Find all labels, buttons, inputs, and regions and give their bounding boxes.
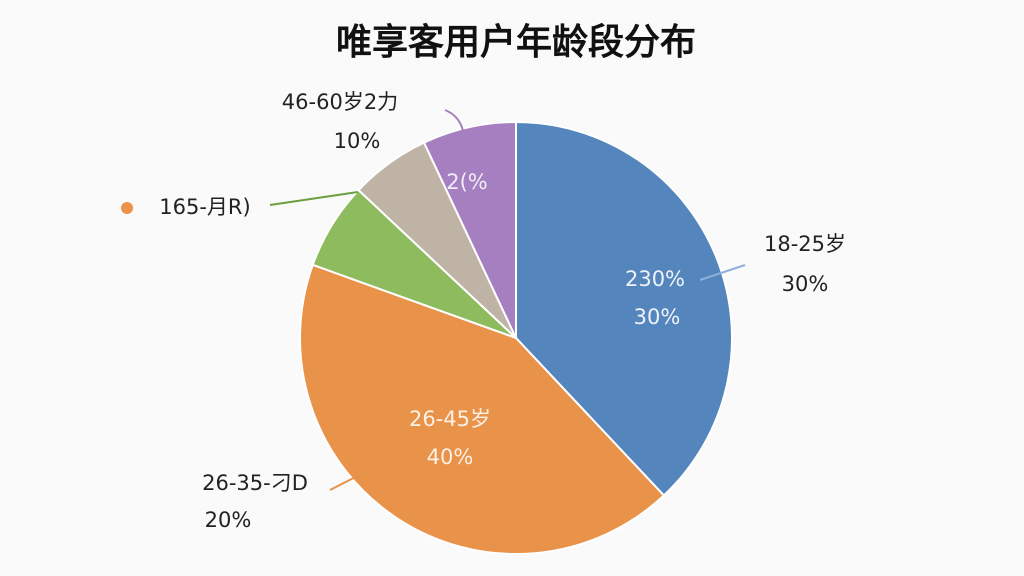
annotation: 18-25岁 <box>764 232 846 256</box>
annotation: 40% <box>427 445 474 469</box>
leader-line <box>699 264 746 281</box>
leader-line <box>329 461 386 491</box>
annotation: 165-月R) <box>159 195 250 219</box>
annotation: 20% <box>205 508 252 532</box>
annotation: 46-60岁2力 <box>282 90 398 114</box>
annotation: 30% <box>634 305 681 329</box>
chart-title: 唯享客用户年龄段分布 <box>336 22 696 63</box>
annotation: 2(% <box>446 170 488 194</box>
annotation: 30% <box>782 272 829 296</box>
annotation: 26-45岁 <box>409 407 491 431</box>
pie-slice <box>422 120 517 339</box>
pie-slice <box>299 263 666 555</box>
annotation: 26-35-刁D <box>202 471 308 495</box>
annotation: 230% <box>625 267 685 291</box>
legend-dot <box>121 202 133 214</box>
leader-line <box>269 191 359 206</box>
leader-line <box>444 109 466 161</box>
annotation: 10% <box>334 129 381 153</box>
pie-slice <box>515 120 733 497</box>
